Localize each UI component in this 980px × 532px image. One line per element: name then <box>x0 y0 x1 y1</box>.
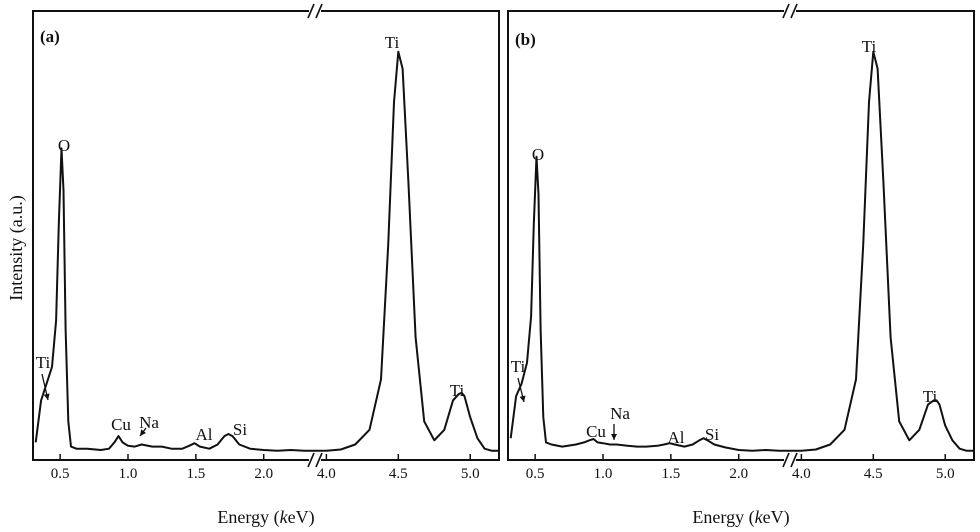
peak-label: Ti <box>450 381 465 400</box>
panel-a-spectrum-line <box>34 50 499 452</box>
axis-break-mark <box>315 3 323 19</box>
peak-label: Cu <box>586 422 606 441</box>
axis-break-mark <box>307 452 315 468</box>
x-tick-label: 0.5 <box>51 466 70 482</box>
panel-b-axis-breaks <box>782 3 798 468</box>
panel-b-ticks: 0.5 1.0 1.5 2.0 4.0 4.5 5.0 <box>526 454 955 482</box>
annotation-arrow-head <box>611 434 617 440</box>
x-tick-label: 1.5 <box>186 466 205 482</box>
axis-break-gap <box>784 8 796 14</box>
axis-break-mark <box>307 3 315 19</box>
peak-label: Ti <box>862 37 877 56</box>
y-axis-title: Intensity (a.u.) <box>6 195 27 300</box>
annotation-arrow-head <box>43 393 50 400</box>
axis-break-mark <box>790 452 798 468</box>
panel-b-label: (b) <box>515 30 536 49</box>
x-tick-label: 1.0 <box>119 466 138 482</box>
x-tick-label: 4.5 <box>864 466 883 482</box>
panel-a-axis-breaks <box>307 3 323 468</box>
peak-label: Ti <box>36 353 51 372</box>
axis-break-mark <box>790 3 798 19</box>
peak-label: Al <box>668 428 685 447</box>
x-tick-label: 5.0 <box>936 466 955 482</box>
panel-b-spectrum-line <box>509 50 974 452</box>
axis-break-mark <box>782 452 790 468</box>
peak-label: Al <box>196 425 213 444</box>
peak-label: Ti <box>923 387 938 406</box>
peak-label: Si <box>705 425 719 444</box>
axis-break-mark <box>315 452 323 468</box>
annotation-arrow-head <box>140 429 146 436</box>
peak-label: O <box>58 136 70 155</box>
panel-a-frame <box>32 10 500 461</box>
panel-a-ticks: 0.5 1.0 1.5 2.0 4.0 4.5 5.0 <box>51 454 480 482</box>
x-tick-label: 4.0 <box>792 466 811 482</box>
panel-a-label: (a) <box>40 27 60 46</box>
axis-break-mark <box>782 3 790 19</box>
axis-break-gap <box>784 457 796 463</box>
axis-break-gap <box>309 8 321 14</box>
peak-label: Ti <box>511 357 526 376</box>
panel-b-x-axis-title: Energy (keV) <box>692 507 789 528</box>
panel-a-x-axis-title: Energy (keV) <box>217 507 314 528</box>
axis-break-gap <box>309 457 321 463</box>
panel-b-frame <box>507 10 975 461</box>
peak-label: Na <box>610 404 630 423</box>
x-tick-label: 5.0 <box>461 466 480 482</box>
x-tick-label: 1.5 <box>661 466 680 482</box>
x-tick-label: 1.0 <box>594 466 613 482</box>
peak-label: Si <box>233 420 247 439</box>
peak-label: Na <box>139 413 159 432</box>
annotation-arrow-head <box>519 395 526 402</box>
x-tick-label: 2.0 <box>729 466 748 482</box>
x-tick-label: 0.5 <box>526 466 545 482</box>
x-tick-label: 4.0 <box>317 466 336 482</box>
peak-label: O <box>532 145 544 164</box>
peak-label: Cu <box>111 415 131 434</box>
panel-a-peak-labels: Ti O Cu Na Al Si Ti Ti <box>36 33 465 444</box>
x-tick-label: 4.5 <box>389 466 408 482</box>
peak-label: Ti <box>385 33 400 52</box>
x-tick-label: 2.0 <box>254 466 273 482</box>
